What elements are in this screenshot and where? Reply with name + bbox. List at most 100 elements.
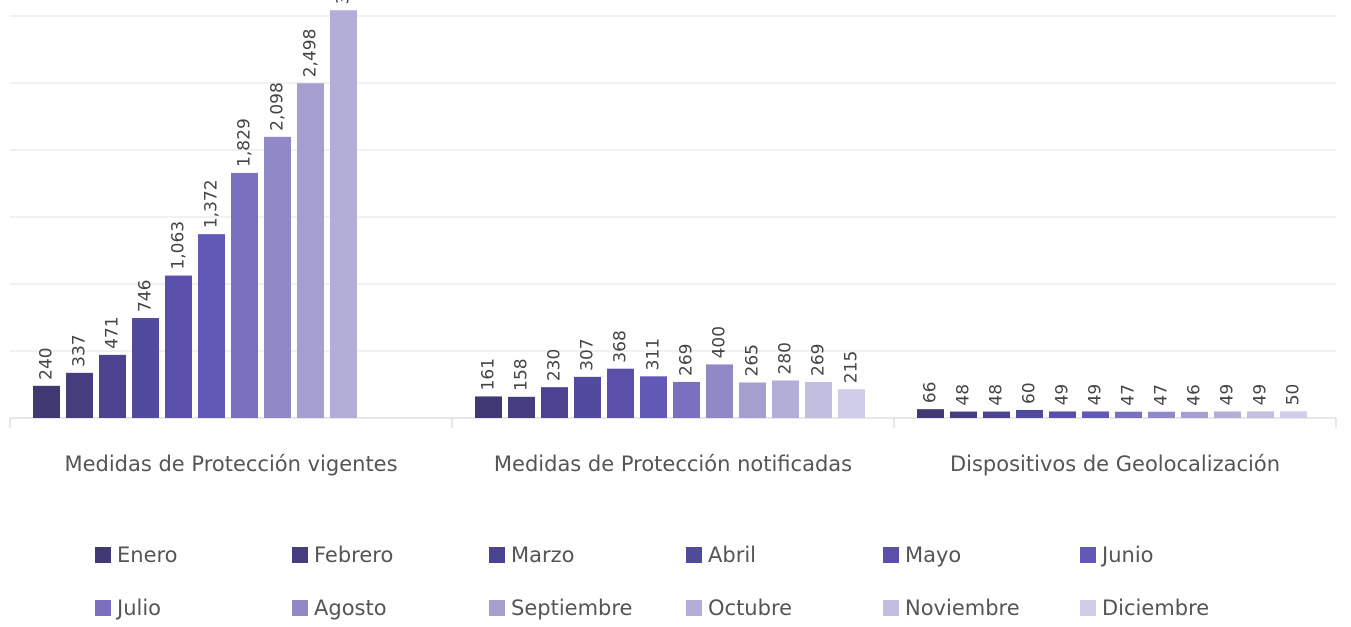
data-label: 311 bbox=[644, 338, 664, 370]
data-label: 49 bbox=[1053, 384, 1073, 406]
data-label: 48 bbox=[954, 384, 974, 406]
bar bbox=[1016, 409, 1043, 418]
legend-label: Mayo bbox=[905, 543, 962, 567]
x-tick-label: Medidas de Protección notificadas bbox=[493, 452, 853, 476]
legend-item: Septiembre bbox=[489, 594, 632, 622]
data-label: 471 bbox=[103, 316, 123, 348]
legend-item: Diciembre bbox=[1080, 594, 1209, 622]
legend-swatch bbox=[95, 547, 111, 563]
bar bbox=[574, 376, 601, 418]
legend-label: Septiembre bbox=[511, 596, 633, 620]
bar bbox=[475, 396, 502, 418]
bar bbox=[1247, 411, 1274, 418]
data-label: 3,043 bbox=[334, 0, 354, 4]
bar bbox=[772, 380, 799, 418]
data-label: 280 bbox=[776, 342, 796, 374]
legend-swatch bbox=[489, 600, 505, 616]
data-label: 2,098 bbox=[268, 82, 288, 131]
data-label: 269 bbox=[809, 344, 829, 376]
legend-swatch bbox=[1080, 600, 1096, 616]
data-label: 269 bbox=[677, 344, 697, 376]
legend-label: Agosto bbox=[314, 596, 387, 620]
bar bbox=[1049, 411, 1076, 418]
data-label: 307 bbox=[578, 338, 598, 370]
bar bbox=[99, 354, 126, 418]
data-label: 47 bbox=[1119, 384, 1139, 406]
bar bbox=[917, 409, 944, 418]
legend-label: Febrero bbox=[314, 543, 394, 567]
bar bbox=[607, 368, 634, 418]
data-label: 60 bbox=[1020, 382, 1040, 404]
legend-swatch bbox=[292, 600, 308, 616]
legend-swatch bbox=[1080, 547, 1096, 563]
bar bbox=[838, 389, 865, 418]
legend-item: Febrero bbox=[292, 541, 393, 569]
legend-label: Noviembre bbox=[905, 596, 1020, 620]
data-label: 400 bbox=[710, 326, 730, 358]
data-label: 230 bbox=[545, 349, 565, 381]
legend-item: Enero bbox=[95, 541, 178, 569]
data-label: 161 bbox=[479, 358, 499, 390]
legend-item: Noviembre bbox=[883, 594, 1020, 622]
legend-swatch bbox=[686, 547, 702, 563]
data-label: 48 bbox=[987, 384, 1007, 406]
bar bbox=[706, 364, 733, 418]
legend-item: Abril bbox=[686, 541, 756, 569]
bar bbox=[1280, 411, 1307, 418]
legend-item: Marzo bbox=[489, 541, 575, 569]
bar bbox=[198, 234, 225, 418]
data-label: 1,829 bbox=[235, 118, 255, 167]
bar bbox=[541, 387, 568, 418]
bar bbox=[132, 318, 159, 418]
data-label: 49 bbox=[1251, 384, 1271, 406]
data-label: 368 bbox=[611, 330, 631, 362]
bar bbox=[640, 376, 667, 418]
data-label: 1,372 bbox=[202, 179, 222, 228]
bar bbox=[1214, 411, 1241, 418]
bar bbox=[1148, 411, 1175, 418]
data-label: 46 bbox=[1185, 384, 1205, 406]
legend-label: Julio bbox=[117, 596, 162, 620]
bar bbox=[805, 381, 832, 418]
data-label: 746 bbox=[136, 280, 156, 312]
bar bbox=[950, 411, 977, 418]
legend-item: Julio bbox=[95, 594, 161, 622]
bar bbox=[673, 381, 700, 418]
bar bbox=[165, 275, 192, 418]
legend-label: Diciembre bbox=[1102, 596, 1210, 620]
data-label: 1,063 bbox=[169, 221, 189, 270]
data-label: 47 bbox=[1152, 384, 1172, 406]
legend-label: Marzo bbox=[511, 543, 575, 567]
data-label: 49 bbox=[1086, 384, 1106, 406]
data-label: 265 bbox=[743, 344, 763, 376]
data-label: 49 bbox=[1218, 384, 1238, 406]
legend-swatch bbox=[95, 600, 111, 616]
legend-item: Agosto bbox=[292, 594, 387, 622]
data-label: 2,498 bbox=[301, 29, 321, 78]
legend-label: Octubre bbox=[708, 596, 793, 620]
legend-label: Enero bbox=[117, 543, 178, 567]
bar bbox=[231, 172, 258, 418]
bar bbox=[264, 136, 291, 419]
bar bbox=[1181, 411, 1208, 418]
bar bbox=[508, 396, 535, 418]
data-label: 158 bbox=[512, 358, 532, 390]
legend-swatch bbox=[686, 600, 702, 616]
bar bbox=[1082, 411, 1109, 418]
bar bbox=[33, 385, 60, 418]
data-label: 337 bbox=[70, 334, 90, 366]
data-label: 50 bbox=[1284, 384, 1304, 406]
legend-swatch bbox=[883, 600, 899, 616]
data-label: 215 bbox=[842, 351, 862, 383]
data-label: 240 bbox=[37, 347, 57, 379]
bar bbox=[66, 372, 93, 418]
legend-label: Junio bbox=[1102, 543, 1154, 567]
legend-item: Junio bbox=[1080, 541, 1154, 569]
x-tick-label: Medidas de Protección vigentes bbox=[64, 452, 398, 476]
legend-swatch bbox=[883, 547, 899, 563]
bar bbox=[739, 382, 766, 418]
legend-item: Octubre bbox=[686, 594, 792, 622]
bar bbox=[297, 83, 324, 418]
